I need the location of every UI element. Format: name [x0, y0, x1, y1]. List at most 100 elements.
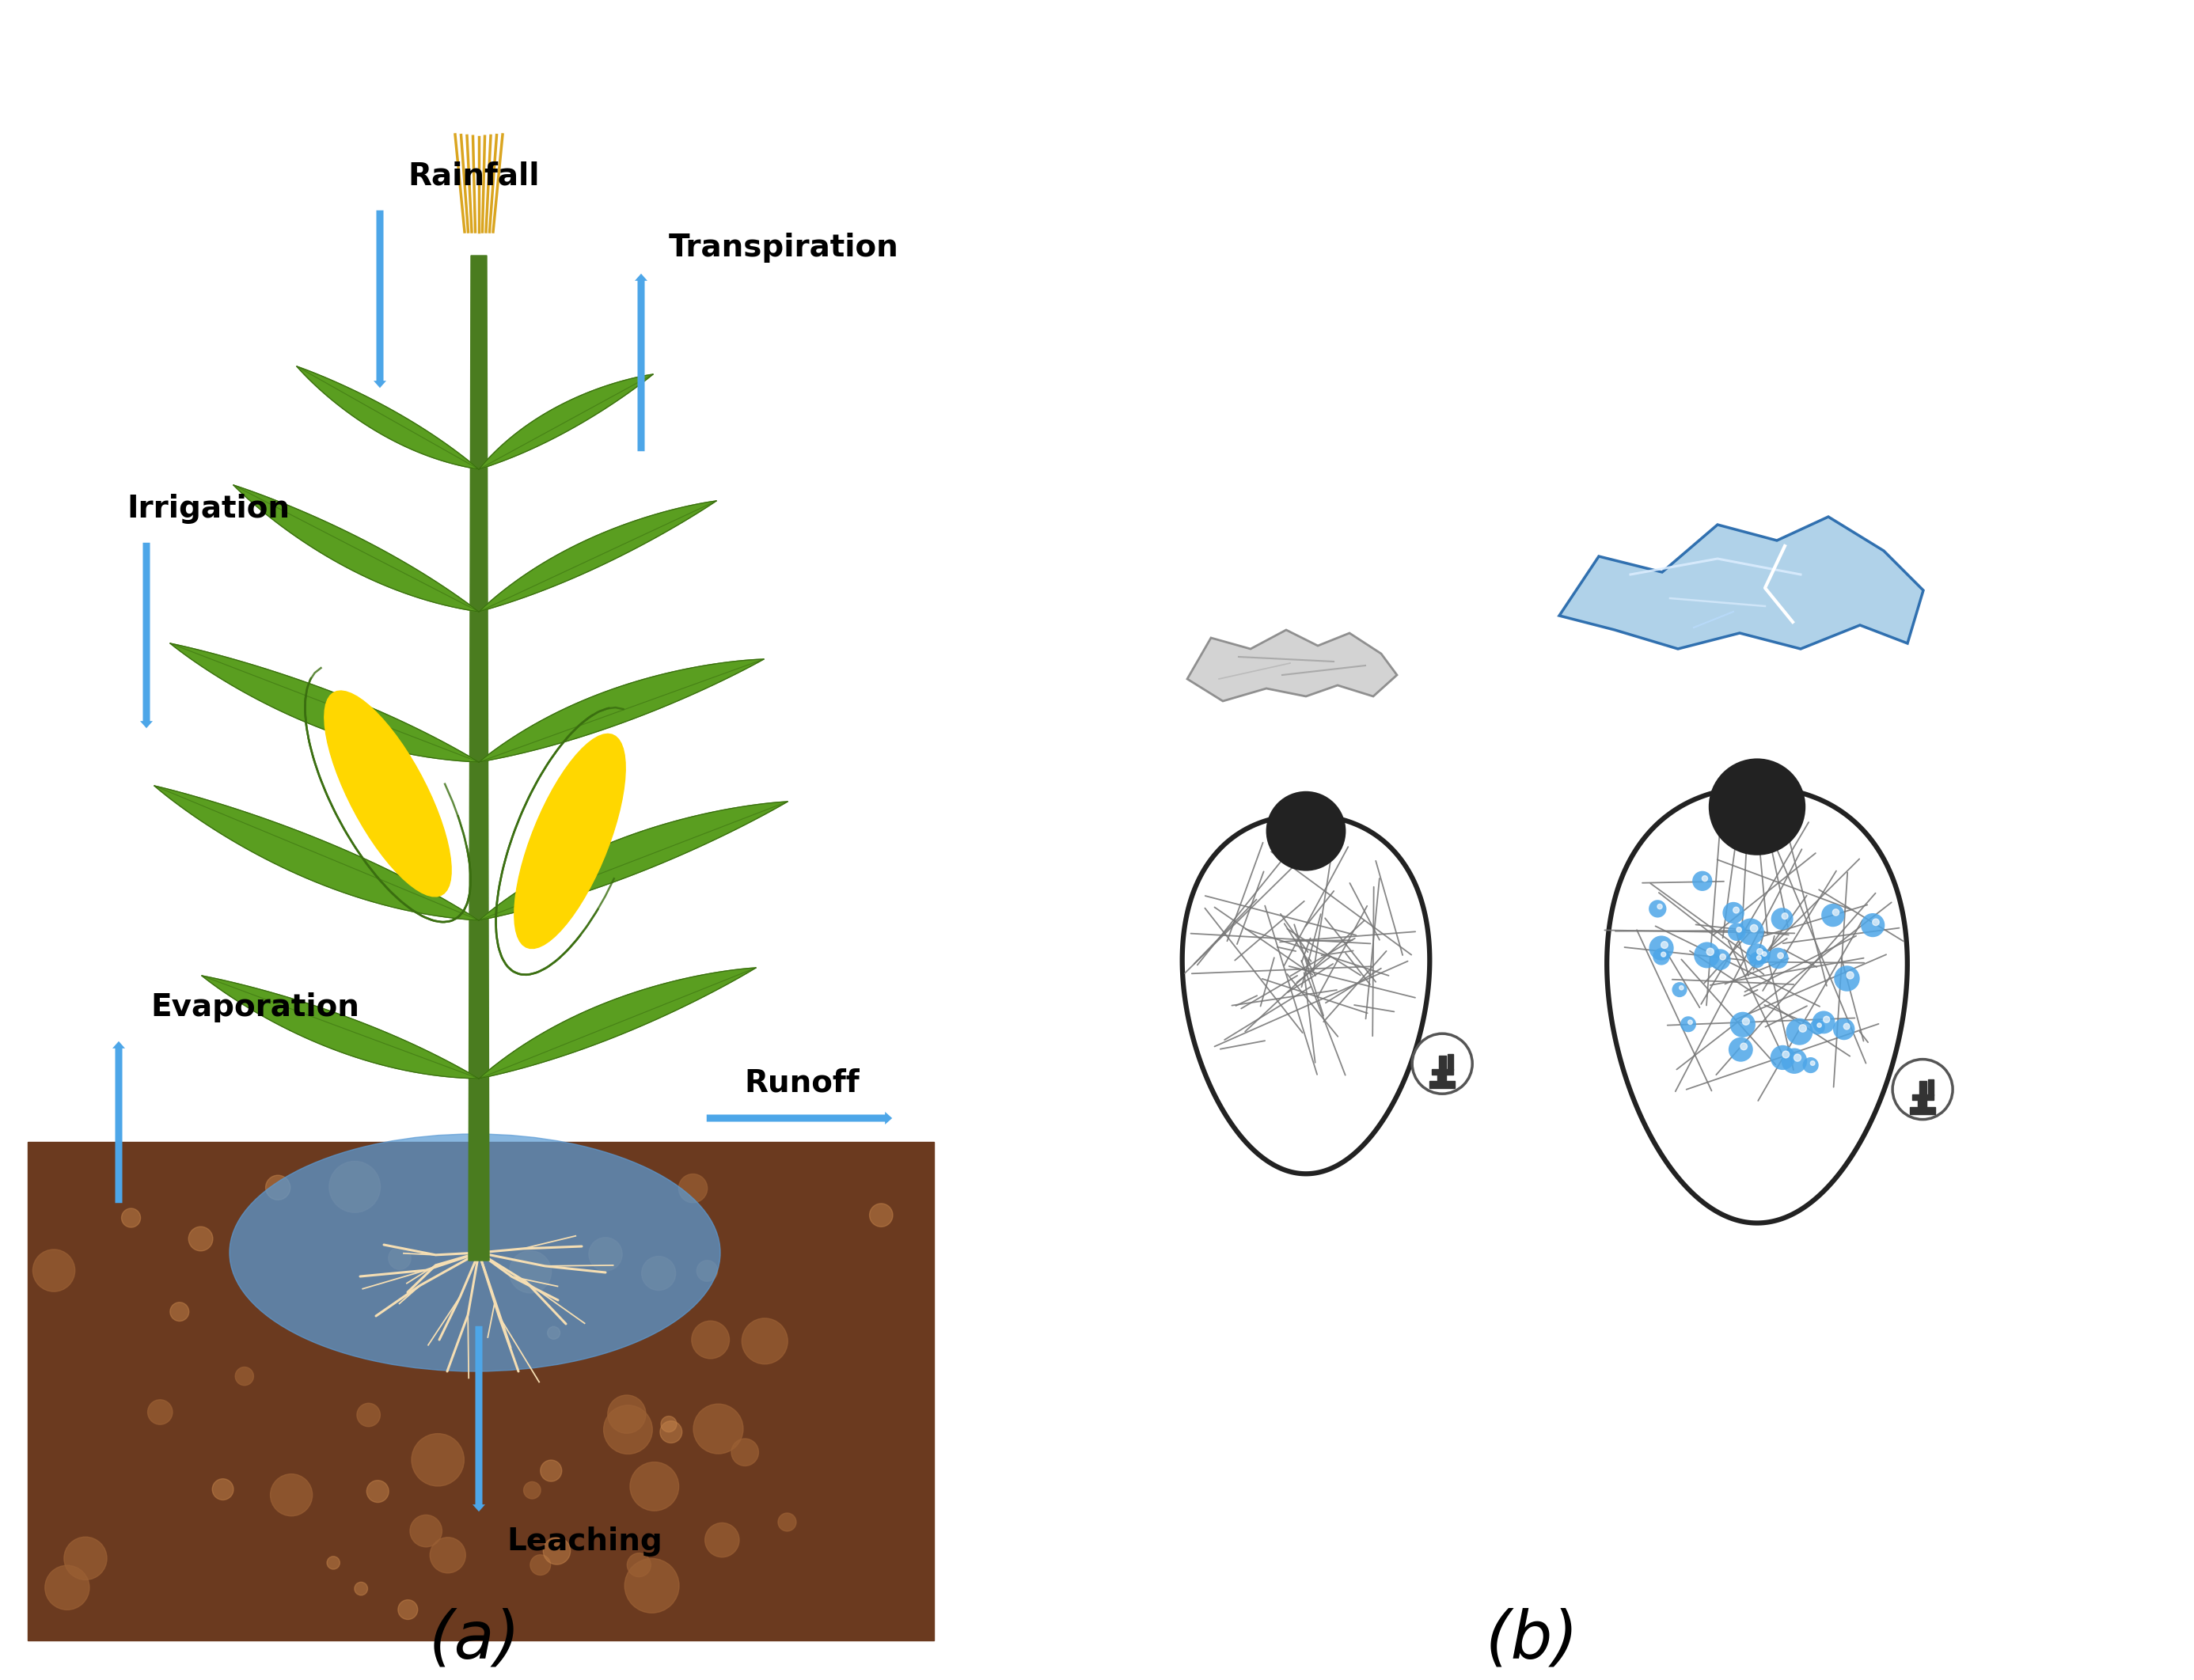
Circle shape: [509, 1252, 551, 1294]
Circle shape: [1757, 949, 1762, 954]
Circle shape: [1782, 1052, 1790, 1058]
Bar: [1448, 1053, 1452, 1070]
Circle shape: [1694, 942, 1720, 968]
Bar: [1918, 1097, 1922, 1110]
Circle shape: [1650, 936, 1674, 961]
Circle shape: [410, 1515, 441, 1547]
Circle shape: [641, 1257, 676, 1290]
Circle shape: [1707, 948, 1714, 956]
Polygon shape: [1560, 517, 1924, 648]
Polygon shape: [478, 659, 764, 763]
Circle shape: [270, 1473, 312, 1515]
Circle shape: [1749, 953, 1764, 968]
Circle shape: [1843, 1023, 1850, 1030]
Circle shape: [1771, 907, 1792, 931]
Circle shape: [1648, 900, 1667, 917]
Circle shape: [1722, 902, 1744, 924]
Circle shape: [603, 1404, 652, 1453]
Circle shape: [1823, 1016, 1830, 1023]
Circle shape: [1656, 904, 1663, 909]
Circle shape: [366, 1480, 388, 1502]
Polygon shape: [478, 375, 654, 469]
Circle shape: [147, 1399, 173, 1425]
Circle shape: [1735, 927, 1742, 932]
Ellipse shape: [230, 1134, 720, 1371]
Text: Rainfall: Rainfall: [408, 161, 540, 192]
Polygon shape: [513, 734, 625, 949]
Circle shape: [1777, 953, 1784, 959]
Circle shape: [1782, 912, 1788, 919]
Polygon shape: [325, 690, 452, 897]
Circle shape: [189, 1226, 213, 1252]
Circle shape: [265, 1176, 290, 1200]
Bar: [1911, 1107, 1935, 1114]
Circle shape: [660, 1421, 682, 1443]
Circle shape: [235, 1368, 255, 1386]
Circle shape: [588, 1238, 623, 1270]
Circle shape: [1729, 1037, 1753, 1062]
Circle shape: [1727, 922, 1746, 941]
Circle shape: [1832, 909, 1839, 916]
Circle shape: [1709, 758, 1806, 855]
Circle shape: [1782, 1048, 1808, 1074]
Circle shape: [397, 1599, 417, 1620]
Circle shape: [1757, 956, 1762, 961]
Bar: [1929, 1080, 1933, 1095]
Circle shape: [1810, 1062, 1814, 1065]
Circle shape: [64, 1537, 108, 1579]
Circle shape: [1266, 791, 1345, 870]
Text: (a): (a): [430, 1608, 520, 1672]
Text: Leaching: Leaching: [507, 1527, 663, 1557]
Circle shape: [358, 1403, 380, 1426]
Circle shape: [704, 1522, 739, 1557]
Circle shape: [691, 1320, 728, 1359]
Circle shape: [548, 1327, 559, 1339]
Circle shape: [1672, 983, 1687, 998]
Circle shape: [1742, 1018, 1749, 1025]
Polygon shape: [171, 643, 478, 763]
Circle shape: [1810, 1020, 1825, 1035]
Circle shape: [630, 1462, 678, 1510]
Circle shape: [1692, 870, 1711, 890]
Circle shape: [540, 1460, 562, 1482]
Circle shape: [1893, 1060, 1953, 1119]
Circle shape: [1709, 949, 1731, 969]
Text: Irrigation: Irrigation: [127, 494, 290, 524]
Circle shape: [1413, 1033, 1472, 1094]
Text: (b): (b): [1485, 1608, 1577, 1672]
Circle shape: [1799, 1025, 1806, 1032]
Polygon shape: [478, 968, 757, 1079]
Circle shape: [1812, 1011, 1834, 1033]
Circle shape: [779, 1514, 796, 1530]
Circle shape: [1768, 948, 1788, 969]
Circle shape: [625, 1559, 680, 1613]
Circle shape: [1720, 954, 1727, 959]
Circle shape: [44, 1566, 90, 1609]
Circle shape: [327, 1556, 340, 1569]
Circle shape: [1795, 1053, 1801, 1062]
Circle shape: [1738, 919, 1764, 946]
Polygon shape: [1187, 630, 1398, 701]
Circle shape: [693, 1404, 744, 1453]
Circle shape: [1681, 1016, 1696, 1032]
Circle shape: [1771, 1045, 1795, 1070]
Text: Evaporation: Evaporation: [151, 993, 360, 1023]
Polygon shape: [233, 486, 478, 612]
Circle shape: [355, 1583, 369, 1596]
Polygon shape: [1606, 788, 1907, 1223]
Circle shape: [869, 1203, 893, 1226]
Circle shape: [1661, 953, 1665, 958]
Circle shape: [1834, 966, 1861, 991]
Circle shape: [1652, 948, 1670, 964]
Circle shape: [1678, 986, 1683, 990]
Circle shape: [660, 1416, 676, 1431]
Polygon shape: [478, 501, 715, 612]
Circle shape: [1847, 971, 1854, 979]
Bar: [1913, 1094, 1933, 1100]
Circle shape: [1746, 944, 1768, 964]
Circle shape: [1731, 1011, 1755, 1037]
Circle shape: [1762, 951, 1766, 956]
Bar: [1433, 1068, 1452, 1074]
Circle shape: [1817, 1023, 1821, 1028]
Circle shape: [1786, 1018, 1812, 1045]
